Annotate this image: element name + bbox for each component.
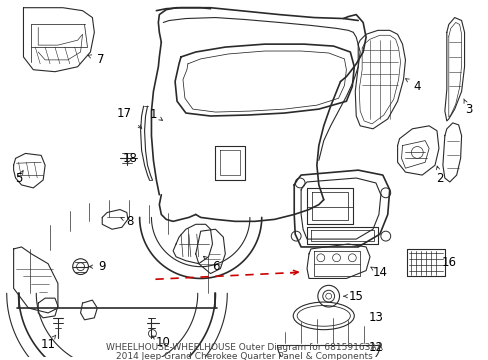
Text: 1: 1	[149, 108, 157, 121]
Text: 2: 2	[435, 171, 443, 185]
Text: 10: 10	[156, 336, 170, 349]
Text: 9: 9	[98, 260, 106, 273]
Text: 14: 14	[372, 266, 386, 279]
Text: 7: 7	[96, 53, 104, 66]
Text: 15: 15	[348, 290, 363, 303]
Text: 5: 5	[15, 171, 22, 185]
Text: 13: 13	[368, 311, 383, 324]
Text: 2014 Jeep Grand Cherokee Quarter Panel & Components: 2014 Jeep Grand Cherokee Quarter Panel &…	[116, 352, 372, 360]
Text: 18: 18	[122, 152, 137, 165]
Text: 17: 17	[116, 107, 131, 120]
Text: 3: 3	[464, 103, 471, 116]
Text: 6: 6	[211, 260, 219, 273]
Text: 8: 8	[126, 215, 133, 228]
Text: WHEELHOUSE-WHEELHOUSE Outer Diagram for 68159163AA: WHEELHOUSE-WHEELHOUSE Outer Diagram for …	[106, 343, 382, 352]
Text: 12: 12	[367, 341, 383, 354]
Text: 4: 4	[413, 80, 420, 93]
Text: 11: 11	[41, 338, 56, 351]
Text: 16: 16	[440, 256, 455, 269]
